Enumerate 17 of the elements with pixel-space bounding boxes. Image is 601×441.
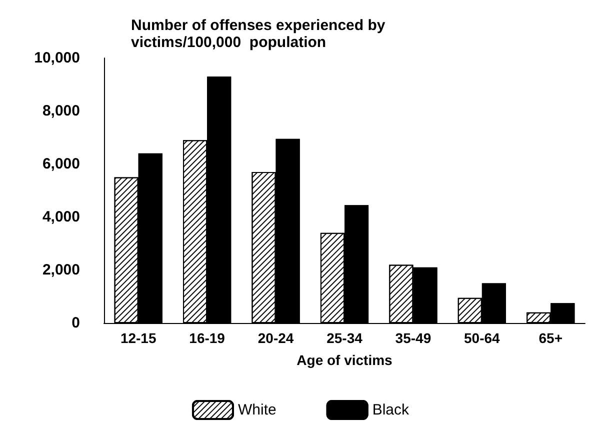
x-tick-label: 50-64	[464, 330, 500, 346]
y-tick-label: 2,000	[42, 262, 80, 278]
y-tick-label: 8,000	[42, 102, 80, 120]
chart-title: Number of offenses experienced by victims/100,000 population	[131, 17, 386, 51]
x-tick-label: 65+	[538, 330, 563, 346]
x-tick-label: 16-19	[189, 330, 226, 346]
y-tick-label: 6,000	[42, 156, 80, 172]
legend-label: Black	[372, 402, 410, 418]
x-tick-label: 35-49	[395, 330, 432, 346]
x-tick-label: 12-15	[120, 330, 156, 346]
legend-label: White	[238, 402, 276, 418]
y-tick-label: 4,000	[42, 208, 80, 226]
x-tick-label: 25-34	[326, 330, 363, 346]
x-tick-label: 20-24	[258, 330, 294, 346]
x-axis-title: Age of victims	[296, 352, 393, 368]
y-tick-label: 10,000	[34, 50, 80, 66]
y-tick-label: 0	[72, 314, 80, 332]
